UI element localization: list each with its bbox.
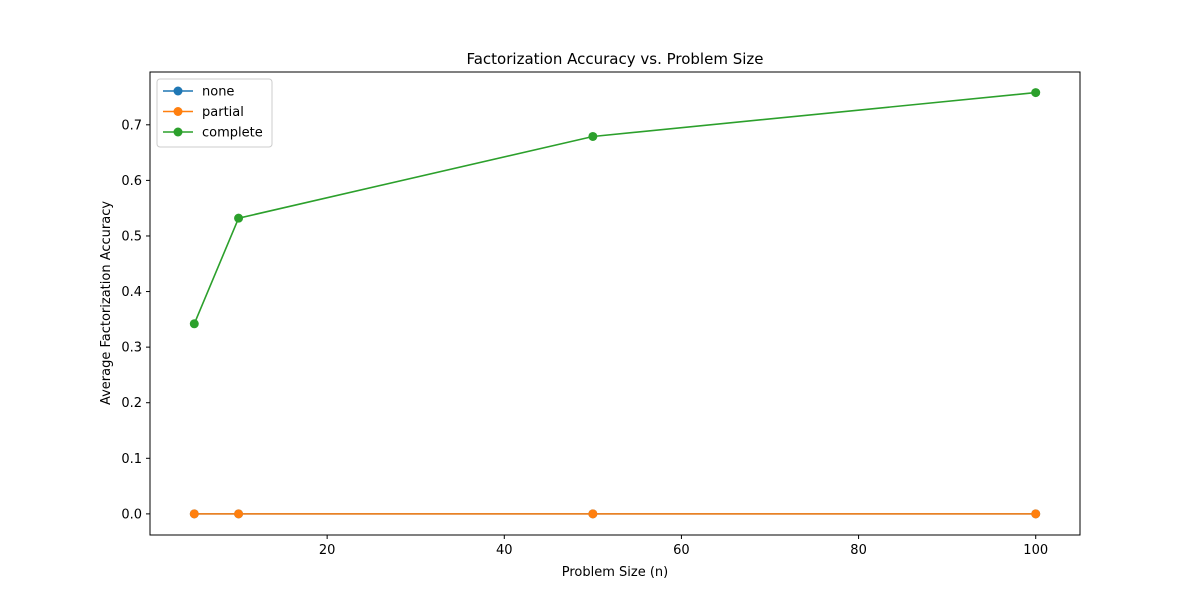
data-point-partial	[588, 509, 598, 519]
y-tick-label: 0.1	[121, 452, 142, 467]
y-axis-label: Average Factorization Accuracy	[99, 201, 114, 405]
y-tick-label: 0.0	[121, 507, 142, 522]
y-tick-label: 0.2	[121, 396, 142, 411]
series-layer	[189, 88, 1041, 519]
legend: none partial complete	[156, 78, 273, 148]
legend-marker-none	[173, 86, 183, 96]
y-tick-label: 0.4	[121, 285, 142, 300]
x-axis-label: Problem Size (n)	[562, 565, 668, 580]
chart-title: Factorization Accuracy vs. Problem Size	[466, 50, 763, 68]
x-tick-label: 60	[673, 543, 690, 558]
x-tick-label: 40	[496, 543, 513, 558]
x-tick-label: 80	[850, 543, 867, 558]
legend-marker-complete	[173, 127, 183, 137]
y-tick-label: 0.3	[121, 341, 142, 356]
data-point-complete	[234, 213, 244, 223]
y-axis: 0.0 0.1 0.2 0.3 0.4 0.5 0.6 0.7	[121, 118, 150, 522]
plot-area	[149, 71, 1081, 536]
data-point-complete	[588, 131, 598, 141]
y-tick-label: 0.5	[121, 229, 142, 244]
legend-box	[156, 78, 273, 148]
legend-label-complete: complete	[202, 126, 263, 141]
data-point-partial	[1031, 509, 1041, 519]
legend-label-none: none	[202, 85, 234, 100]
legend-marker-partial	[173, 107, 183, 116]
x-axis: 20 40 60 80 100	[319, 535, 1048, 558]
series-line-complete	[193, 91, 1036, 325]
data-point-partial	[234, 509, 244, 519]
data-point-complete	[189, 319, 199, 329]
y-tick-label: 0.6	[121, 174, 142, 189]
y-tick-label: 0.7	[121, 118, 142, 133]
legend-label-partial: partial	[202, 105, 244, 120]
x-tick-label: 20	[319, 543, 336, 558]
data-point-complete	[1031, 88, 1041, 98]
x-tick-label: 100	[1023, 543, 1048, 558]
data-point-partial	[189, 509, 199, 519]
